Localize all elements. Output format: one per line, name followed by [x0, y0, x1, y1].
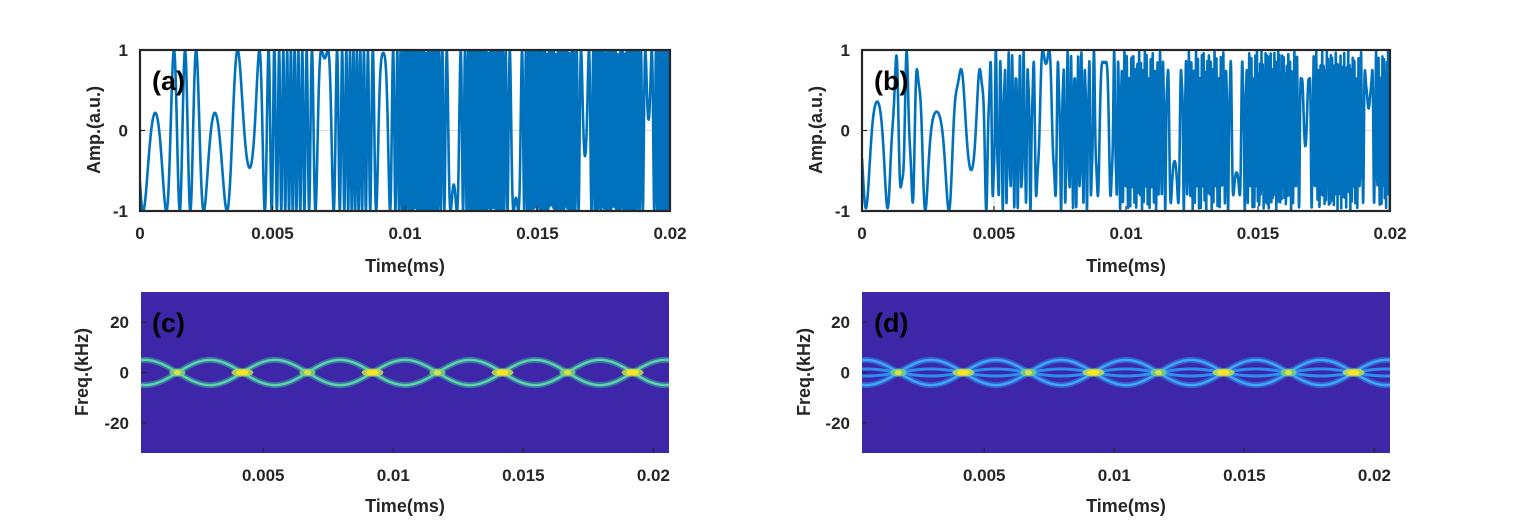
x-tick-label: 0.01 — [1109, 224, 1142, 243]
x-axis-label-b: Time(ms) — [1086, 256, 1166, 276]
y-tick-label: 20 — [831, 313, 850, 332]
x-tick-label: 0.01 — [1098, 466, 1131, 485]
y-tick-label: 20 — [110, 313, 129, 332]
crossing-point — [957, 369, 970, 376]
x-tick-label: 0.01 — [377, 466, 410, 485]
x-axis-label-a: Time(ms) — [365, 256, 445, 276]
crossing-point — [894, 369, 902, 376]
x-tick-label: 0 — [135, 224, 144, 243]
crossing-point — [173, 369, 181, 376]
crossing-point — [303, 369, 311, 376]
crossing-point — [1155, 369, 1163, 376]
y-tick-label: -1 — [113, 202, 128, 221]
y-tick-label: 0 — [120, 364, 129, 383]
x-tick-label: 0.005 — [251, 224, 294, 243]
spectral-curve — [141, 358, 669, 387]
y-tick-label: 1 — [119, 41, 128, 60]
x-tick-label: 0.015 — [1223, 466, 1266, 485]
y-axis-label-b: Amp.(a.u.) — [806, 86, 826, 174]
crossing-point — [434, 369, 442, 376]
crossing-point — [626, 369, 639, 376]
spectral-curve — [862, 358, 1390, 387]
panel-label-d: (d) — [874, 308, 908, 338]
crossing-point — [1087, 369, 1100, 376]
spectral-curve — [862, 358, 1390, 387]
y-axis-label-c: Freq.(kHz) — [72, 328, 92, 416]
crossing-point — [366, 369, 379, 376]
series-line-a — [140, 50, 670, 211]
x-axis-label-d: Time(ms) — [1086, 496, 1166, 516]
y-tick-label: 0 — [119, 122, 128, 141]
y-tick-label: -1 — [835, 202, 850, 221]
x-tick-label: 0.015 — [1237, 224, 1280, 243]
panel-label-a: (a) — [152, 66, 185, 96]
panel-label-c: (c) — [152, 308, 185, 338]
x-tick-label: 0.02 — [1358, 466, 1391, 485]
crossing-point — [496, 369, 509, 376]
y-tick-label: -20 — [825, 414, 850, 433]
x-tick-label: 0.005 — [963, 466, 1006, 485]
y-tick-label: 1 — [841, 41, 850, 60]
y-axis-label-d: Freq.(kHz) — [794, 328, 814, 416]
crossing-point — [236, 369, 249, 376]
x-tick-label: 0.02 — [1373, 224, 1406, 243]
panel-a: 0 0.005 0.01 0.015 0.02 -1 0 1 (a) Time(ms) Amp… — [84, 41, 687, 276]
crossing-point — [1024, 369, 1032, 376]
x-tick-label: 0 — [857, 224, 866, 243]
panel-d: 0.005 0.01 0.015 0.02 -20 0 20 (d) Time(ms) Fr… — [794, 292, 1391, 516]
y-axis-label-a: Amp.(a.u.) — [84, 86, 104, 174]
panel-b: 0 0.005 0.01 0.015 0.02 -1 0 1 (b) Time(ms) Amp… — [806, 41, 1407, 276]
x-axis-label-c: Time(ms) — [365, 496, 445, 516]
panel-c: 0.005 0.01 0.015 0.02 -20 0 20 (c) Time(ms) Fr… — [72, 292, 670, 516]
crossing-point — [564, 369, 572, 376]
x-tick-label: 0.015 — [502, 466, 545, 485]
spectral-inner-curve — [862, 367, 1390, 378]
crossing-point — [1217, 369, 1230, 376]
y-tick-label: -20 — [104, 414, 129, 433]
panel-label-b: (b) — [874, 66, 908, 96]
x-tick-label: 0.02 — [653, 224, 686, 243]
series-line-b — [862, 50, 1390, 211]
heatmap-background-c — [141, 292, 669, 453]
x-tick-label: 0.005 — [242, 466, 285, 485]
crossing-point — [1285, 369, 1293, 376]
x-tick-label: 0.005 — [973, 224, 1016, 243]
x-tick-label: 0.02 — [637, 466, 670, 485]
spectral-curve — [141, 358, 669, 387]
y-tick-label: 0 — [841, 364, 850, 383]
x-tick-label: 0.015 — [516, 224, 559, 243]
spectral-inner-curve — [862, 367, 1390, 378]
x-tick-label: 0.01 — [388, 224, 421, 243]
y-tick-label: 0 — [841, 122, 850, 141]
heatmap-background-d — [862, 292, 1390, 453]
crossing-point — [1347, 369, 1360, 376]
